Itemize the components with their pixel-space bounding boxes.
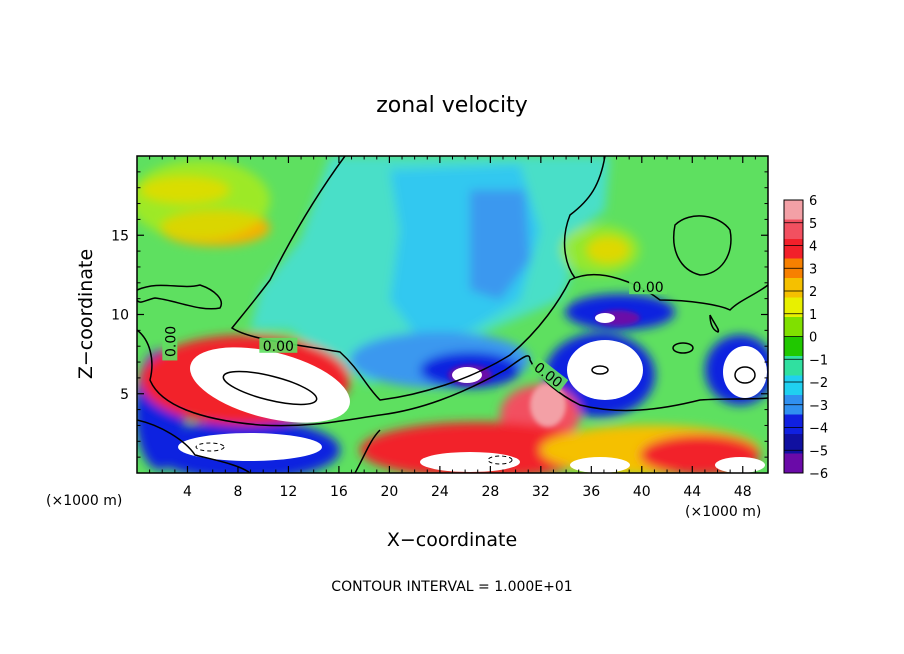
x-tick-label: 16 [330, 484, 348, 500]
x-tick-label: 28 [481, 484, 499, 500]
x-tick-label: 4 [183, 484, 192, 500]
colorbar-swatch [784, 239, 803, 259]
colorbar-swatch [784, 219, 803, 239]
y-axis-label: Z−coordinate [75, 249, 97, 379]
y-tick-label: 10 [111, 308, 129, 324]
colorbar-tick-label: −4 [809, 422, 828, 437]
contour-label-bg [529, 356, 569, 392]
colorbar-swatch [784, 278, 803, 298]
colorbar-tick-label: 6 [809, 194, 817, 209]
colorbar-tick-label: 3 [809, 262, 817, 277]
heatmap-field [137, 156, 768, 473]
contour-label: 0.00 [163, 326, 179, 357]
y-tick-label: 5 [120, 387, 129, 403]
x-tick-label: 24 [431, 484, 449, 500]
contour-label-bg [629, 279, 668, 295]
colorbar-swatch [784, 297, 803, 317]
colorbar-tick-label: 2 [809, 285, 817, 300]
colorbar-swatch [784, 453, 803, 473]
x-scale-note: (×1000 m) [685, 504, 761, 520]
x-tick-label: 36 [582, 484, 600, 500]
x-axis-label: X−coordinate [387, 529, 517, 551]
chart-title: zonal velocity [376, 93, 528, 118]
x-tick-label: 32 [532, 484, 550, 500]
colorbar-tick-label: 4 [809, 240, 817, 255]
colorbar-tick-label: 0 [809, 331, 817, 346]
colorbar-tick-label: 5 [809, 217, 817, 232]
colorbar-tick-label: −6 [809, 467, 828, 482]
x-tick-label: 8 [233, 484, 242, 500]
colorbar-tick-label: −3 [809, 399, 828, 414]
colorbar-swatch [784, 375, 803, 395]
x-tick-label: 20 [380, 484, 398, 500]
colorbar: 6 5 4 3 2 1 0 −1 −2 −3 −4 −5 −6 [783, 194, 828, 482]
y-tick-label: 15 [111, 228, 129, 244]
colorbar-swatch [784, 200, 803, 220]
contour-label-bg [162, 322, 178, 361]
colorbar-swatch [784, 317, 803, 337]
x-tick-label: 12 [280, 484, 298, 500]
colorbar-tick-label: −5 [809, 444, 828, 459]
contour-interval-note: CONTOUR INTERVAL = 1.000E+01 [331, 579, 572, 595]
colorbar-swatch [784, 414, 803, 434]
colorbar-tick-label: 1 [809, 308, 817, 323]
colorbar-swatch [784, 336, 803, 356]
x-tick-label: 40 [633, 484, 651, 500]
x-tick-label: 44 [683, 484, 701, 500]
colorbar-tick-label: −2 [809, 376, 828, 391]
colorbar-tick-label: −1 [809, 353, 828, 368]
colorbar-swatch [784, 356, 803, 376]
x-tick-label: 48 [734, 484, 752, 500]
contour-label: 0.00 [633, 280, 664, 296]
contour-label: 0.00 [263, 339, 294, 355]
contour-label-bg [259, 337, 298, 353]
x-axis: 4 8 12 16 20 24 28 32 36 40 44 48 [149, 156, 756, 500]
y-scale-note: (×1000 m) [46, 493, 122, 509]
colorbar-swatch [784, 434, 803, 454]
y-axis: 5 10 15 [111, 171, 768, 458]
